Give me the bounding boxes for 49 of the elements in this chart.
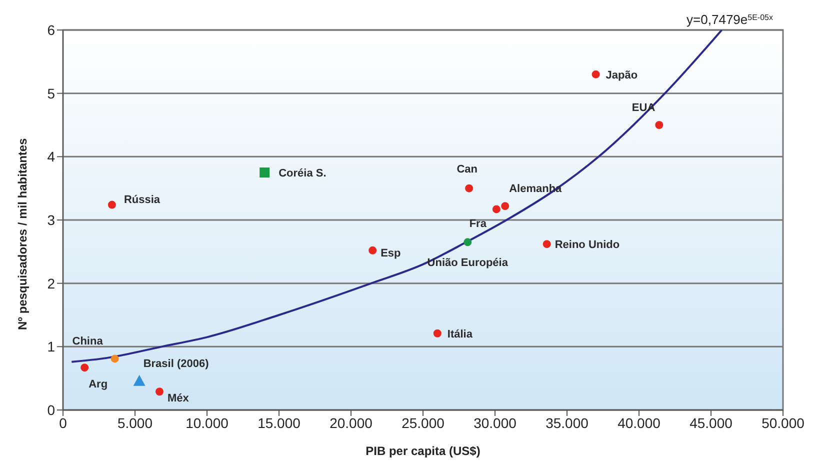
point xyxy=(80,364,89,372)
point xyxy=(592,70,600,78)
y-axis-title: Nº pesquisadores / mil habitantes xyxy=(15,138,30,330)
x-tick-label: 45.000 xyxy=(690,414,733,431)
point xyxy=(260,168,270,178)
x-tick-label: 25.000 xyxy=(402,414,445,431)
y-tick-label: 0 xyxy=(47,402,56,418)
series-label: Japão xyxy=(606,69,638,82)
x-tick-label: 30.000 xyxy=(474,414,517,431)
series-label: Coréia S. xyxy=(278,168,326,180)
y-tick-label: 2 xyxy=(47,275,56,292)
point xyxy=(368,246,377,254)
series-label: Reino Unido xyxy=(554,239,620,252)
point xyxy=(155,388,164,396)
point xyxy=(501,202,510,210)
x-tick-label: 50.000 xyxy=(762,414,805,431)
x-tick-label: 0 xyxy=(59,414,68,431)
y-tick-label: 5 xyxy=(47,85,56,102)
x-tick-label: 20.000 xyxy=(330,414,373,431)
series-label: Can xyxy=(456,163,478,176)
x-tick-label: 40.000 xyxy=(618,414,661,431)
point xyxy=(465,184,474,192)
y-tick-label: 3 xyxy=(47,212,56,228)
x-tick-label: 10.000 xyxy=(186,414,229,431)
series-label: Esp xyxy=(380,247,402,260)
point xyxy=(108,200,116,209)
x-axis-title: PIB per capita (US$) xyxy=(366,444,480,458)
point xyxy=(492,205,500,214)
y-tick-label: 4 xyxy=(47,148,56,165)
series-label: Brasil (2006) xyxy=(143,358,210,370)
x-tick-label: 15.000 xyxy=(258,414,301,431)
y-tick-label: 6 xyxy=(47,22,56,38)
x-tick-label: 5.000 xyxy=(117,414,153,431)
series-label: Fra xyxy=(469,218,488,230)
series-label: União Européia xyxy=(427,257,509,270)
series-label: Itália xyxy=(447,328,474,340)
series-label: Rússia xyxy=(124,194,161,206)
point xyxy=(655,121,664,129)
x-tick-label: 35.000 xyxy=(546,414,589,431)
point xyxy=(542,240,551,248)
series-label: Méx xyxy=(167,392,190,405)
point xyxy=(133,374,146,386)
text: y=0,7479e$^{5E-05x}$ xyxy=(686,12,773,27)
y-tick-label: 1 xyxy=(47,338,56,355)
point xyxy=(433,329,442,338)
series-label: China xyxy=(72,336,104,348)
series-label: Arg xyxy=(88,378,108,391)
point xyxy=(110,354,119,363)
point xyxy=(464,238,472,246)
